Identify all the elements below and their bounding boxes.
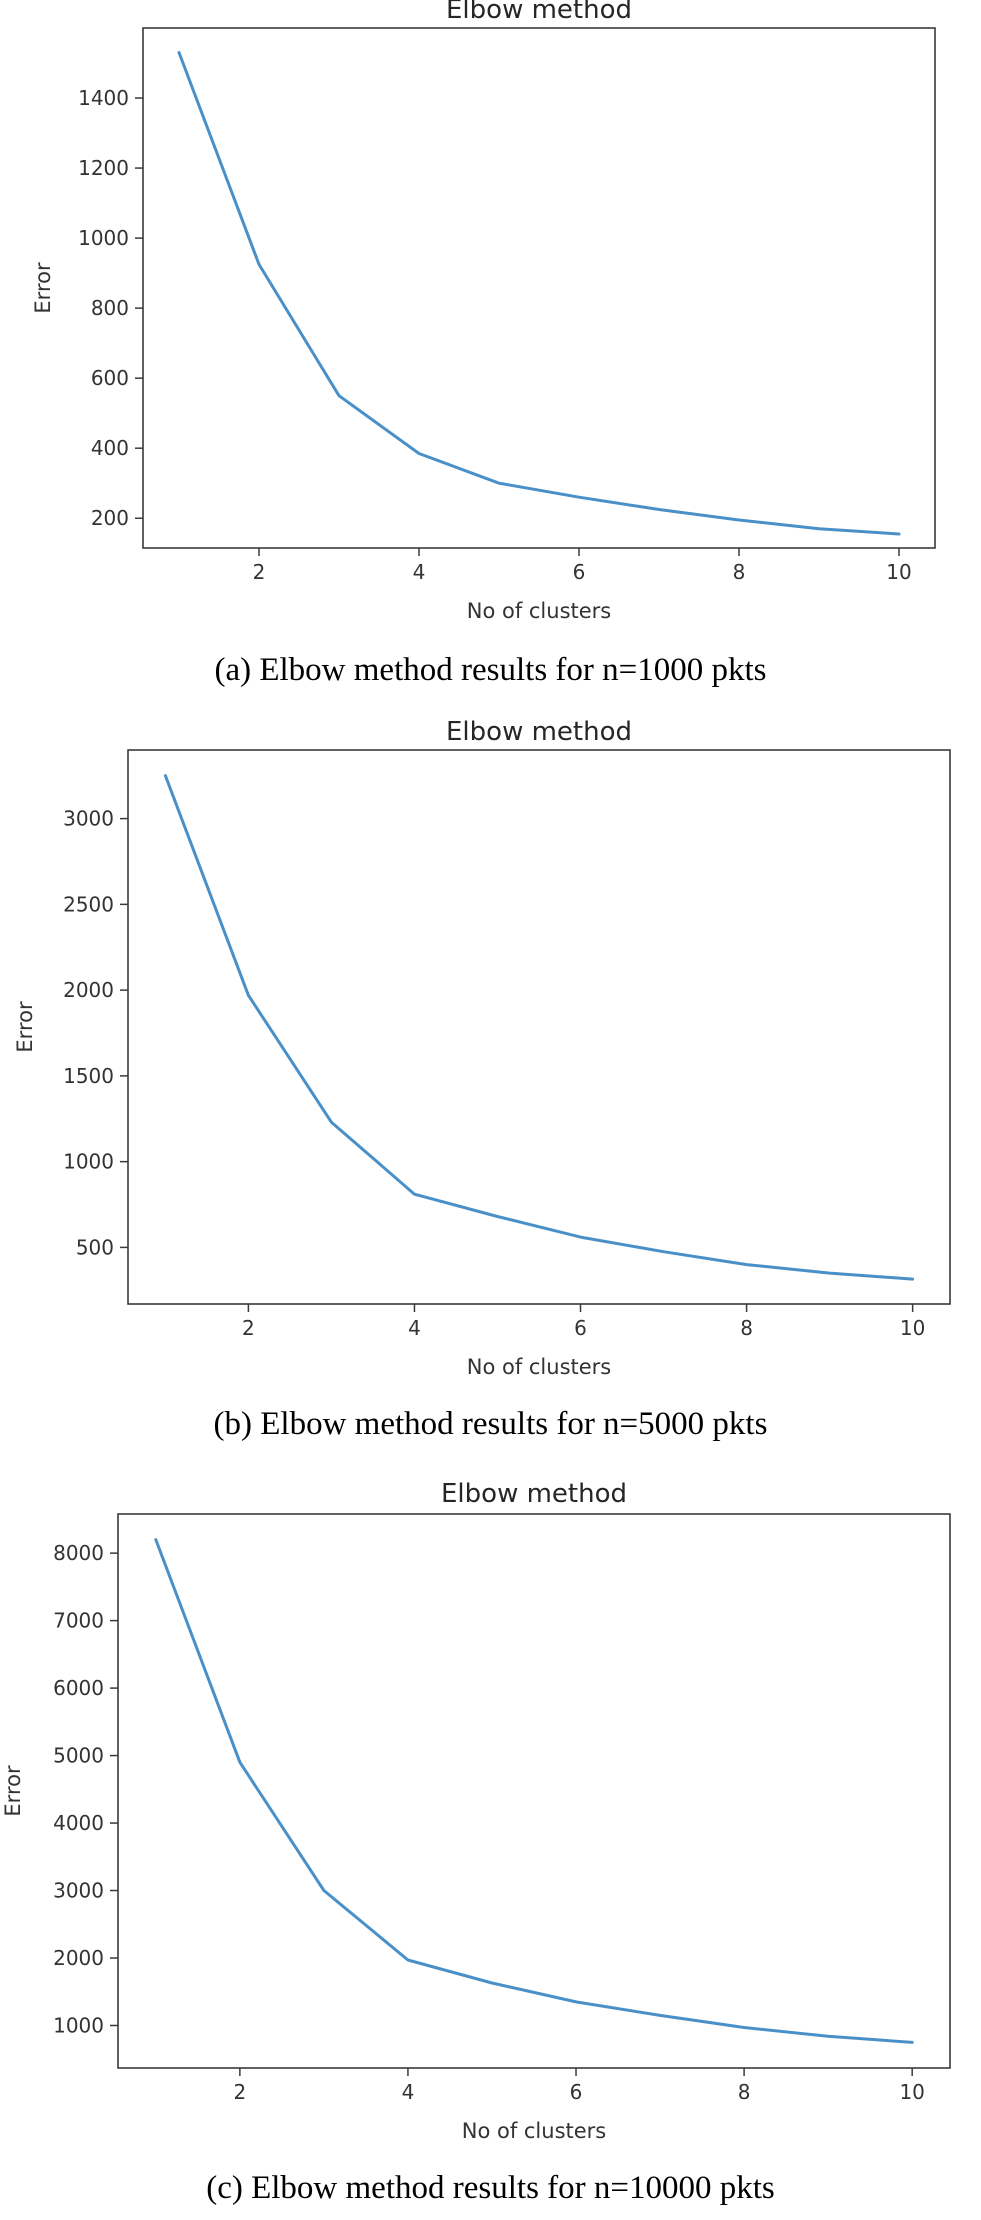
elbow-chart-c: Elbow method 2 4 6 8 10 1000 2000 3000 4000 5000 60… xyxy=(1,1479,951,2143)
x-tick-label-c: 8 xyxy=(738,2080,751,2104)
x-tick-label-b: 2 xyxy=(242,1316,255,1340)
elbow-chart-b: Elbow method 2 4 6 8 10 500 1000 1500 2000 2500 300… xyxy=(13,717,951,1379)
elbow-chart-a: Elbow method 2 4 6 8 10 200 400 600 800 1000 1200 14… xyxy=(31,0,936,623)
x-axis-label-b: No of clusters xyxy=(467,1355,612,1379)
y-tick-label-a: 1200 xyxy=(78,156,129,180)
chart-title-a: Elbow method xyxy=(446,0,632,25)
figure-a: Elbow method 2 4 6 8 10 200 400 600 800 1000 1200 14… xyxy=(0,0,981,708)
x-tick-label-a: 10 xyxy=(886,560,911,584)
y-tick-label-c: 3000 xyxy=(53,1879,104,1903)
x-tick-label-c: 6 xyxy=(570,2080,583,2104)
x-tick-label-b: 10 xyxy=(900,1316,925,1340)
y-axis-label-a: Error xyxy=(31,262,55,314)
plot-frame-b xyxy=(127,749,951,1305)
y-tick-label-b: 500 xyxy=(76,1235,114,1259)
chart-title-b: Elbow method xyxy=(446,717,632,747)
plot-frame-a xyxy=(142,27,936,549)
x-tick-label-b: 8 xyxy=(740,1316,753,1340)
error-series-line-a xyxy=(177,51,901,536)
x-tick-label-c: 4 xyxy=(402,2080,415,2104)
figure-b: Elbow method 2 4 6 8 10 500 1000 1500 2000 2500 300… xyxy=(0,708,981,1460)
x-tick-label-b: 4 xyxy=(408,1316,421,1340)
y-tick-label-b: 3000 xyxy=(63,807,114,831)
y-axis-label-b: Error xyxy=(13,1001,37,1053)
y-tick-label-a: 1400 xyxy=(78,86,129,110)
y-tick-label-a: 200 xyxy=(91,506,129,530)
caption-c: (c) Elbow method results for n=10000 pkt… xyxy=(206,2170,775,2206)
y-tick-label-b: 1000 xyxy=(63,1150,114,1174)
y-tick-label-a: 800 xyxy=(91,296,129,320)
x-tick-label-b: 6 xyxy=(574,1316,587,1340)
y-tick-label-a: 400 xyxy=(91,436,129,460)
error-series-line-c xyxy=(154,1538,914,2044)
figure-c: Elbow method 2 4 6 8 10 1000 2000 3000 4000 5000 60… xyxy=(0,1460,981,2220)
y-tick-label-c: 7000 xyxy=(53,1609,104,1633)
y-tick-label-a: 600 xyxy=(91,366,129,390)
y-axis-label-c: Error xyxy=(1,1765,25,1817)
caption-b: (b) Elbow method results for n=5000 pkts xyxy=(213,1406,768,1442)
x-tick-label-c: 10 xyxy=(899,2080,924,2104)
x-tick-label-a: 2 xyxy=(253,560,266,584)
caption-a: (a) Elbow method results for n=1000 pkts xyxy=(214,652,767,688)
y-tick-label-a: 1000 xyxy=(78,226,129,250)
x-axis-label-c: No of clusters xyxy=(462,2119,607,2143)
x-tick-label-a: 6 xyxy=(573,560,586,584)
y-tick-label-b: 2500 xyxy=(63,892,114,916)
x-tick-label-a: 4 xyxy=(413,560,426,584)
y-tick-label-b: 2000 xyxy=(63,978,114,1002)
y-tick-label-c: 6000 xyxy=(53,1676,104,1700)
chart-title-c: Elbow method xyxy=(441,1479,627,1509)
x-tick-label-c: 2 xyxy=(233,2080,246,2104)
y-tick-label-c: 8000 xyxy=(53,1541,104,1565)
y-tick-label-c: 1000 xyxy=(53,2013,104,2037)
y-tick-label-b: 1500 xyxy=(63,1064,114,1088)
plot-frame-c xyxy=(117,1513,951,2069)
y-tick-label-c: 4000 xyxy=(53,1811,104,1835)
y-tick-label-c: 2000 xyxy=(53,1946,104,1970)
error-series-line-b xyxy=(163,774,915,1281)
x-axis-label-a: No of clusters xyxy=(467,599,612,623)
x-tick-label-a: 8 xyxy=(733,560,746,584)
y-tick-label-c: 5000 xyxy=(53,1744,104,1768)
